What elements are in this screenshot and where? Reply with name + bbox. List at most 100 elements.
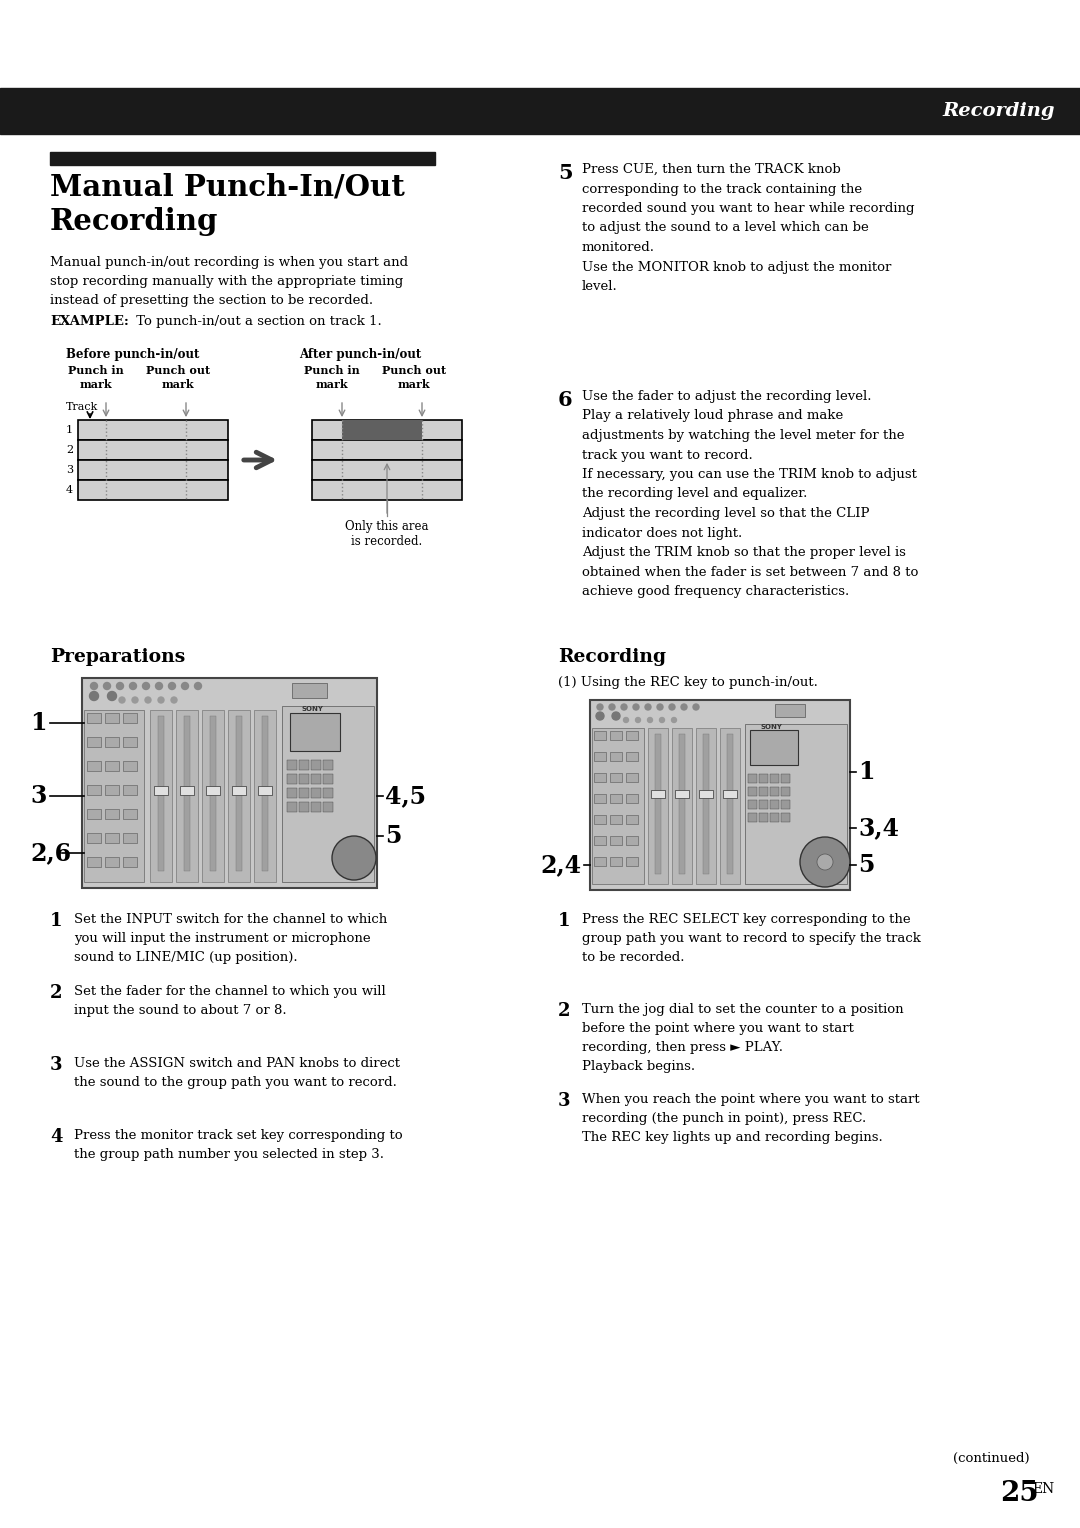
Text: 1: 1 bbox=[50, 912, 63, 931]
Text: Manual Punch-In/Out: Manual Punch-In/Out bbox=[50, 173, 405, 202]
Bar bbox=[158, 717, 164, 871]
Bar bbox=[748, 787, 757, 796]
Bar bbox=[748, 775, 757, 782]
Bar bbox=[594, 752, 606, 761]
Circle shape bbox=[143, 683, 149, 689]
Text: After punch-in/out: After punch-in/out bbox=[299, 348, 421, 361]
Circle shape bbox=[168, 683, 175, 689]
Bar bbox=[311, 788, 321, 798]
Bar bbox=[299, 775, 309, 784]
Bar bbox=[123, 714, 137, 723]
Text: Set the INPUT switch for the channel to which
you will input the instrument or m: Set the INPUT switch for the channel to … bbox=[75, 914, 388, 964]
Text: 2: 2 bbox=[50, 984, 63, 1002]
Bar bbox=[299, 802, 309, 811]
Bar bbox=[750, 730, 798, 766]
Text: Track: Track bbox=[66, 402, 98, 413]
Bar bbox=[123, 785, 137, 795]
Text: Punch in
mark: Punch in mark bbox=[68, 365, 124, 390]
Text: SONY: SONY bbox=[760, 724, 782, 730]
Text: Punch out
mark: Punch out mark bbox=[382, 365, 446, 390]
Bar bbox=[759, 775, 768, 782]
Bar bbox=[87, 761, 102, 772]
Bar bbox=[78, 440, 228, 460]
Bar bbox=[311, 775, 321, 784]
Bar bbox=[626, 814, 638, 824]
Circle shape bbox=[181, 683, 189, 689]
Bar bbox=[745, 724, 847, 885]
Circle shape bbox=[669, 704, 675, 711]
Bar bbox=[594, 730, 606, 740]
Bar bbox=[262, 717, 268, 871]
Bar bbox=[727, 733, 733, 874]
Bar bbox=[312, 460, 462, 480]
Circle shape bbox=[130, 683, 136, 689]
Text: To punch-in/out a section on track 1.: To punch-in/out a section on track 1. bbox=[132, 315, 381, 329]
Bar bbox=[770, 787, 779, 796]
Bar bbox=[323, 788, 333, 798]
Bar bbox=[176, 711, 198, 882]
Circle shape bbox=[132, 697, 138, 703]
Text: (continued): (continued) bbox=[954, 1452, 1030, 1465]
Bar bbox=[323, 802, 333, 811]
Text: Set the fader for the channel to which you will
input the sound to about 7 or 8.: Set the fader for the channel to which y… bbox=[75, 986, 386, 1018]
Text: 4: 4 bbox=[66, 484, 73, 495]
Text: 2,4: 2,4 bbox=[541, 853, 582, 877]
Circle shape bbox=[597, 704, 603, 711]
Text: 3: 3 bbox=[66, 465, 73, 475]
Bar bbox=[210, 717, 216, 871]
Circle shape bbox=[693, 704, 699, 711]
Bar bbox=[626, 730, 638, 740]
Bar bbox=[759, 813, 768, 822]
Bar bbox=[770, 775, 779, 782]
Bar bbox=[154, 785, 168, 795]
Bar bbox=[105, 857, 119, 866]
Bar bbox=[282, 706, 374, 882]
Circle shape bbox=[681, 704, 687, 711]
Circle shape bbox=[672, 718, 676, 723]
Circle shape bbox=[648, 718, 652, 723]
Text: 3: 3 bbox=[30, 784, 46, 808]
Bar bbox=[87, 736, 102, 747]
Bar bbox=[292, 683, 327, 698]
Bar bbox=[594, 773, 606, 782]
Bar bbox=[123, 761, 137, 772]
Text: 1: 1 bbox=[30, 711, 46, 735]
Text: 1: 1 bbox=[558, 912, 570, 931]
Bar bbox=[610, 795, 622, 804]
Circle shape bbox=[332, 836, 376, 880]
Bar bbox=[312, 440, 462, 460]
Circle shape bbox=[171, 697, 177, 703]
Circle shape bbox=[145, 697, 151, 703]
Circle shape bbox=[90, 692, 98, 700]
Bar bbox=[311, 802, 321, 811]
Text: Recording: Recording bbox=[558, 648, 666, 666]
Circle shape bbox=[612, 712, 620, 720]
Text: EXAMPLE:: EXAMPLE: bbox=[50, 315, 129, 329]
Bar bbox=[594, 857, 606, 866]
Circle shape bbox=[800, 837, 850, 886]
Bar bbox=[287, 759, 297, 770]
Text: 1: 1 bbox=[66, 425, 73, 435]
Bar bbox=[291, 714, 340, 750]
Bar bbox=[720, 727, 740, 885]
Text: 4: 4 bbox=[50, 1128, 63, 1146]
Circle shape bbox=[108, 692, 117, 700]
Bar bbox=[748, 801, 757, 808]
Circle shape bbox=[645, 704, 651, 711]
Bar bbox=[592, 727, 644, 885]
Text: 2: 2 bbox=[66, 445, 73, 455]
Bar bbox=[781, 801, 789, 808]
Bar bbox=[123, 833, 137, 843]
Bar bbox=[311, 759, 321, 770]
Text: Press CUE, then turn the TRACK knob
corresponding to the track containing the
re: Press CUE, then turn the TRACK knob corr… bbox=[582, 163, 915, 293]
Bar bbox=[287, 775, 297, 784]
Bar bbox=[610, 836, 622, 845]
Bar bbox=[105, 785, 119, 795]
Circle shape bbox=[621, 704, 627, 711]
Text: 6: 6 bbox=[558, 390, 572, 410]
Text: 25: 25 bbox=[1000, 1481, 1039, 1507]
Circle shape bbox=[104, 683, 110, 689]
Circle shape bbox=[657, 704, 663, 711]
Bar bbox=[87, 785, 102, 795]
Bar bbox=[699, 790, 713, 798]
